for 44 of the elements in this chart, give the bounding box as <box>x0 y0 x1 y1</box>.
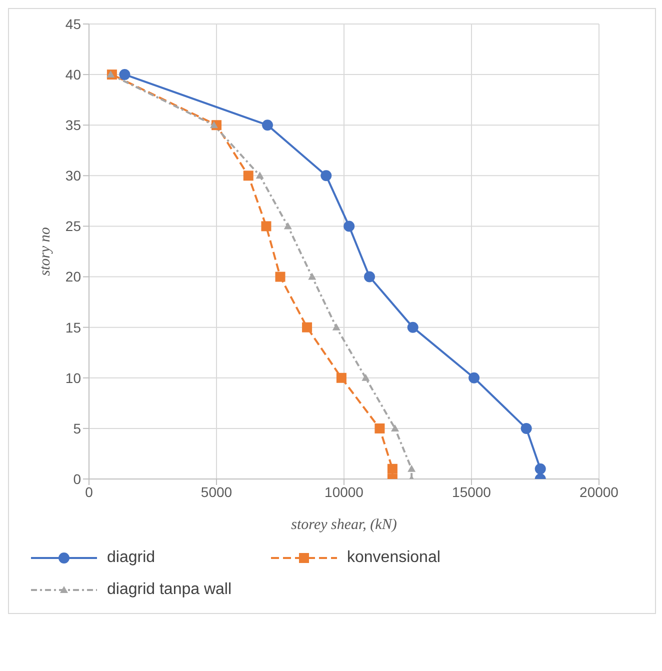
point <box>210 121 218 128</box>
point <box>534 463 546 474</box>
x-tick-label: 20000 <box>580 484 619 500</box>
point <box>344 220 355 232</box>
legend-label: konvensional <box>347 549 440 567</box>
point <box>391 424 399 432</box>
point <box>468 372 480 384</box>
point <box>284 222 292 230</box>
point <box>256 172 264 179</box>
point <box>243 170 254 181</box>
y-tick-label: 15 <box>65 319 82 336</box>
legend-label: diagrid tanpa wall <box>107 581 232 599</box>
y-tick-label: 40 <box>65 66 82 83</box>
x-tick-label: 5000 <box>200 484 232 500</box>
point <box>320 170 332 182</box>
point <box>408 464 416 472</box>
y-tick-label: 45 <box>65 16 82 32</box>
point <box>302 322 312 332</box>
point <box>332 323 340 330</box>
y-tick-label: 35 <box>65 117 82 134</box>
x-axis-title: storey shear, (kN) <box>291 517 397 533</box>
y-axis-title: story no <box>37 226 54 276</box>
legend-label: diagrid <box>107 549 156 567</box>
y-tick-label: 25 <box>65 218 82 234</box>
x-tick-label: 10000 <box>324 484 364 500</box>
y-tick-label: 0 <box>73 470 82 487</box>
point <box>308 272 316 280</box>
y-tick-label: 10 <box>65 370 82 386</box>
point <box>262 120 273 131</box>
point <box>387 464 398 474</box>
point <box>520 422 532 434</box>
x-tick-label: 15000 <box>452 484 492 500</box>
point <box>364 271 375 282</box>
y-tick-label: 30 <box>65 168 82 184</box>
y-tick-label: 5 <box>73 420 82 436</box>
point <box>374 423 385 434</box>
point <box>275 272 286 282</box>
point <box>261 221 272 232</box>
point <box>119 69 130 80</box>
point <box>407 322 418 333</box>
point <box>336 372 346 383</box>
x-tick-label: 0 <box>85 484 94 500</box>
point <box>362 374 370 381</box>
y-tick-label: 20 <box>65 268 82 285</box>
